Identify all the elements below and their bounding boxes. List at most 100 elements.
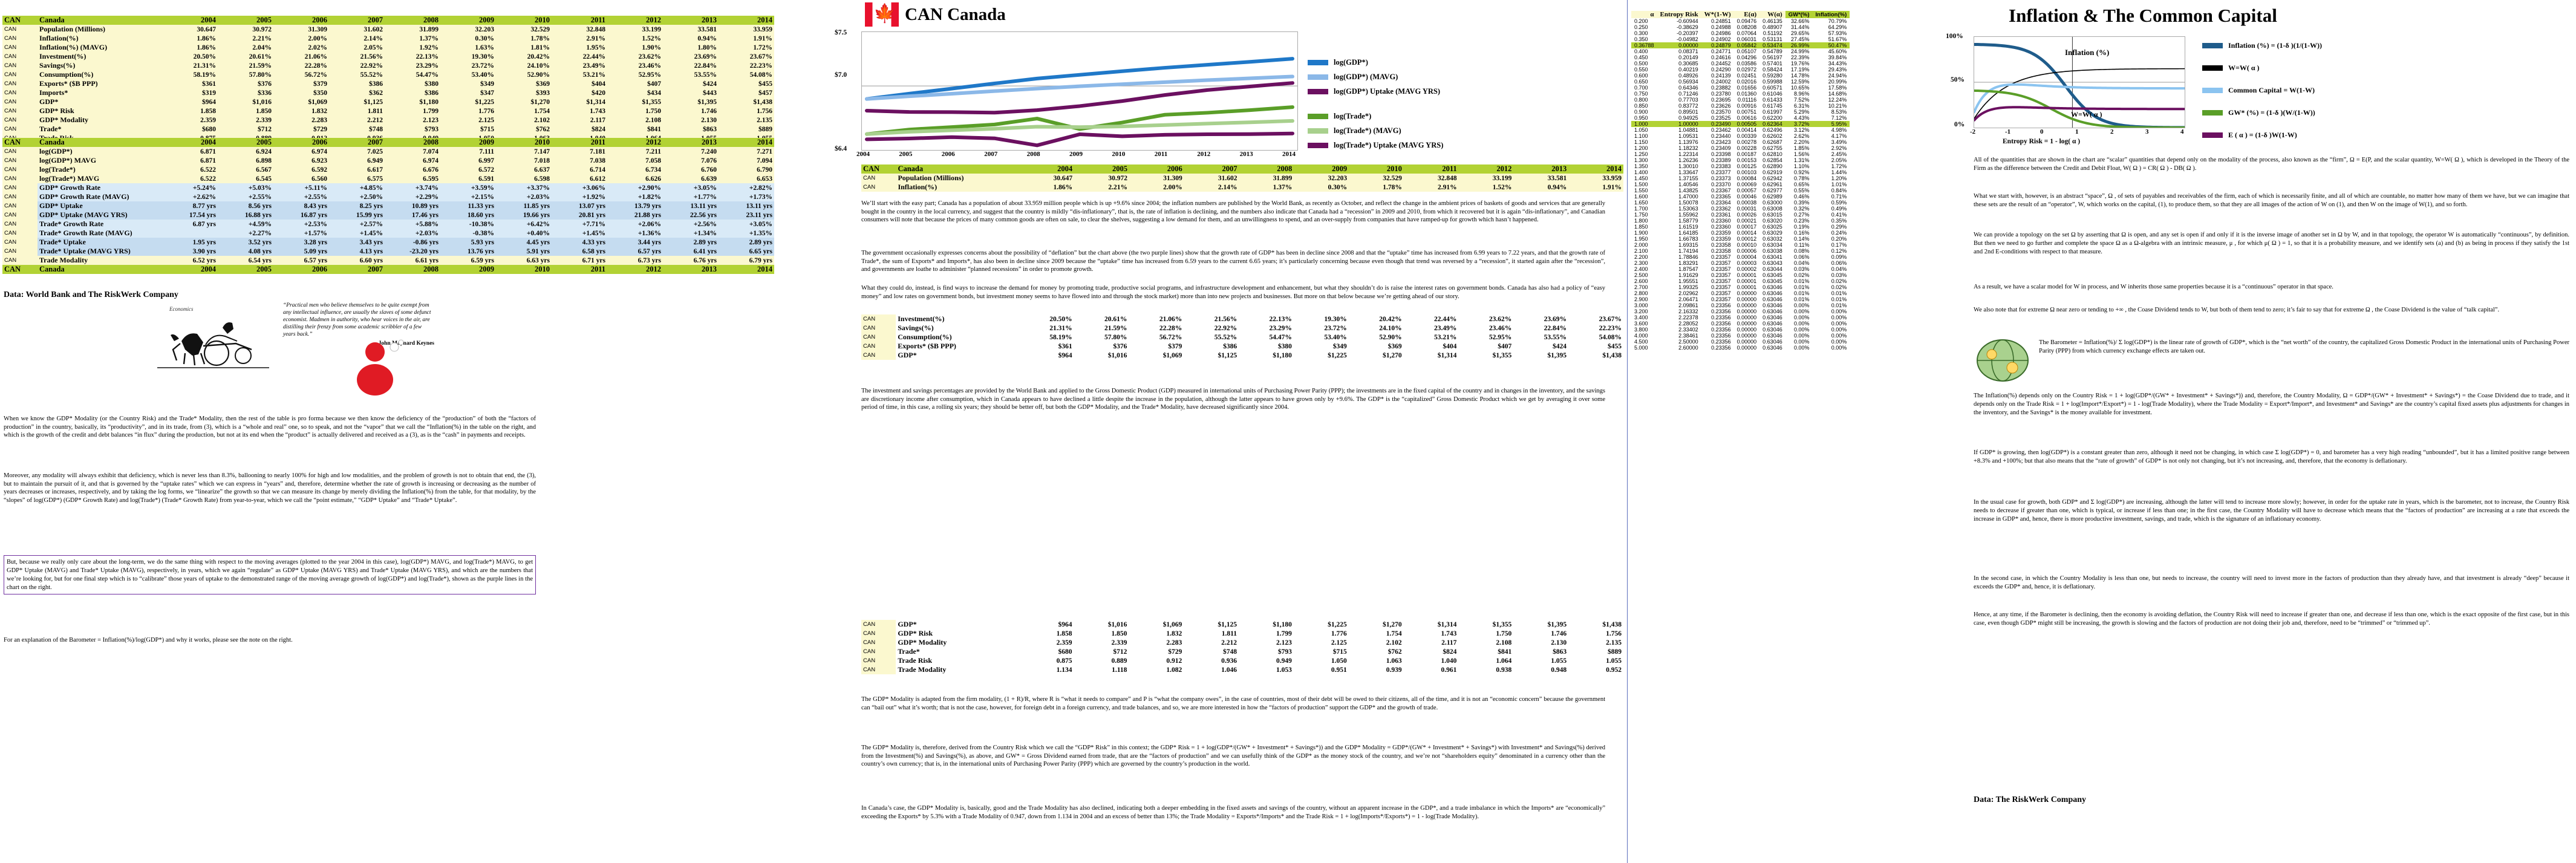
- xaxis-tick-label: 2009: [1069, 151, 1083, 158]
- row-code: CAN: [2, 125, 37, 134]
- entropy-cell: 0.00%: [1831, 339, 1847, 345]
- row-code: CAN: [861, 620, 896, 629]
- row-value: $1,395: [1547, 620, 1567, 628]
- row-value: $715: [1332, 648, 1347, 656]
- entropy-cell: 0.20149: [1678, 54, 1698, 60]
- entropy-table-row: 0.500 0.30685 0.24452 0.03586 0.57401 19.76% 3…: [1631, 60, 1850, 67]
- entropy-cell: 0.06%: [1794, 254, 1810, 260]
- row-value: $369: [536, 80, 550, 88]
- maple-leaf-icon: 🍁: [873, 4, 896, 24]
- row-value: $680: [1058, 648, 1072, 656]
- row-value: $376: [1113, 342, 1127, 350]
- entropy-cell: 0.00002: [1736, 266, 1757, 272]
- entropy-cell: 0.56934: [1678, 79, 1698, 85]
- header-year: 2004: [162, 265, 218, 274]
- entropy-cell: 0.59280: [1762, 73, 1782, 79]
- entropy-cell: 70.79%: [1828, 18, 1847, 24]
- row-value: 23.49%: [1434, 324, 1457, 332]
- entropy-cell: 0.63046: [1762, 321, 1782, 327]
- entropy-cell: 14.78%: [1791, 73, 1810, 79]
- legend-swatch: [1308, 143, 1328, 148]
- row-code: CAN: [2, 61, 37, 70]
- entropy-cell: 0.01%: [1831, 296, 1847, 302]
- row-value: 53.40%: [471, 71, 494, 79]
- entropy-cell: 0.02%: [1794, 272, 1810, 278]
- entropy-cell: 0.00751: [1736, 109, 1757, 115]
- row-value: 13.79 yrs: [634, 202, 661, 210]
- entropy-table-row: 0.400 0.08371 0.24771 0.05107 0.54789 24.99% 4…: [1631, 48, 1850, 54]
- entropy-cell: 0.24988: [1711, 24, 1731, 30]
- entropy-table-row: 1.850 1.61519 0.23360 0.00017 0.63025 0.19% 0.…: [1631, 224, 1850, 230]
- row-value: 22.84%: [1544, 324, 1567, 332]
- entropy-table-row: 1.500 1.40546 0.23370 0.00069 0.62961 0.65% 1.…: [1631, 181, 1850, 187]
- row-value: 1.811: [1221, 630, 1237, 637]
- row-value: 0.949: [1276, 657, 1292, 665]
- entropy-cell: 0.53474: [1759, 42, 1785, 48]
- entropy-table-row: 1.750 1.55962 0.23361 0.00026 0.63015 0.27% 0.…: [1631, 212, 1850, 218]
- row-value: 1.832: [1166, 630, 1182, 637]
- entropy-risk-table: α Entropy Risk W*(1-W) E(α) W(α) GW*(%) Inflat…: [1631, 11, 1850, 351]
- entropy-table-row: 0.650 0.56934 0.24002 0.02016 0.59988 12.59% 2…: [1631, 79, 1850, 85]
- row-value: 1.858: [200, 107, 216, 115]
- row-value: 16.88 yrs: [244, 211, 272, 219]
- row-value: $1,225: [1328, 351, 1347, 359]
- entropy-cell: 0.550: [1634, 67, 1648, 73]
- row-value: 1.134: [1056, 666, 1072, 674]
- row-code: CAN: [2, 147, 37, 156]
- table-row: CAN Trade* Growth Rate (MAVG) +2.27% +1.57%…: [2, 229, 774, 238]
- xaxis-tick-label: 2005: [899, 151, 913, 158]
- entropy-table-row: 1.550 1.43825 0.23367 0.00057 0.62977 0.55% 0.…: [1631, 187, 1850, 194]
- legend-label: log(Trade*) (MAVG): [1334, 126, 1401, 135]
- row-value: 55.52%: [1214, 333, 1237, 341]
- row-value: $889: [1608, 648, 1622, 656]
- chart-series-line: [865, 131, 1294, 148]
- row-code: CAN: [2, 34, 37, 43]
- entropy-cell: 0.08371: [1678, 48, 1698, 54]
- entropy-cell: 0.62602: [1762, 133, 1782, 139]
- header-year: 2010: [496, 138, 552, 147]
- row-code: CAN: [861, 314, 896, 324]
- chart-annotation-w: W=W( α ): [2071, 110, 2102, 119]
- header-year: 2005: [1074, 164, 1129, 174]
- entropy-cell: 0.39%: [1794, 200, 1810, 206]
- table-row: CAN GDP* Uptake 8.77 yrs 8.56 yrs 8.43 yrs 8.…: [2, 201, 774, 210]
- row-value: 1.95 yrs: [192, 238, 216, 246]
- row-value: 52.95%: [1489, 333, 1512, 341]
- row-value: 21.56%: [1214, 315, 1237, 323]
- header-year: 2009: [440, 16, 496, 25]
- row-value: 1.850: [256, 107, 272, 115]
- header-year: 2007: [329, 138, 385, 147]
- entropy-cell: 0.23462: [1711, 127, 1731, 133]
- row-value: $841: [1498, 648, 1512, 656]
- row-value: 2.89 yrs: [749, 238, 772, 246]
- entropy-table-row: 1.400 1.33647 0.23377 0.00103 0.62919 0.92% 1.…: [1631, 169, 1850, 175]
- table-row: CAN log(GDP*) 6.871 6.924 6.974 7.025 7.074 7.1…: [2, 147, 774, 156]
- entropy-cell: 1.53063: [1678, 206, 1698, 212]
- entropy-header-cell: Entropy Risk: [1657, 11, 1701, 18]
- row-value: $841: [647, 125, 661, 133]
- row-value: 11.33 yrs: [468, 202, 494, 210]
- row-value: +6.42%: [526, 220, 550, 228]
- row-value: 7.058: [645, 157, 661, 164]
- row-value: 1.756: [757, 107, 772, 115]
- table-row: CAN Trade* $680 $712 $729 $748 $793 $715 $762 $82…: [861, 647, 1623, 656]
- row-value: $457: [758, 89, 772, 97]
- entropy-cell: 0.23357: [1711, 266, 1731, 272]
- row-value: 30.972: [252, 25, 272, 33]
- row-value: 20.81 yrs: [578, 211, 605, 219]
- row-value: 5.93 yrs: [471, 238, 494, 246]
- entropy-cell: 0.06031: [1736, 36, 1757, 42]
- entropy-table-row: 0.600 0.48926 0.24139 0.02451 0.59280 14.78% 2…: [1631, 73, 1850, 79]
- chart-series-line: [1973, 106, 2186, 122]
- entropy-cell: 0.14%: [1794, 236, 1810, 242]
- table-row: CAN Trade* Growth Rate 6.87 yrs +4.59% +2.53…: [2, 220, 774, 229]
- row-value: 8.77 yrs: [192, 202, 216, 210]
- row-code: CAN: [2, 43, 37, 52]
- xaxis-tick-label: 2007: [984, 151, 998, 158]
- row-value: $1,225: [1328, 620, 1347, 628]
- entropy-table-row: 1.600 1.47000 0.23365 0.00046 0.62989 0.46% 0.…: [1631, 194, 1850, 200]
- entropy-cell: 0.01%: [1794, 290, 1810, 296]
- header-year: 2013: [663, 138, 719, 147]
- entropy-cell: 0.07064: [1736, 30, 1757, 36]
- entropy-cell: 0.84%: [1831, 187, 1847, 194]
